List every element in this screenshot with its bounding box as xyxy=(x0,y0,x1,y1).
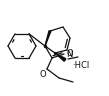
Polygon shape xyxy=(45,31,51,46)
Text: N: N xyxy=(66,50,72,59)
Text: O: O xyxy=(39,70,46,79)
Text: O: O xyxy=(66,50,73,58)
Text: ·HCl: ·HCl xyxy=(72,62,89,70)
Polygon shape xyxy=(55,53,66,61)
